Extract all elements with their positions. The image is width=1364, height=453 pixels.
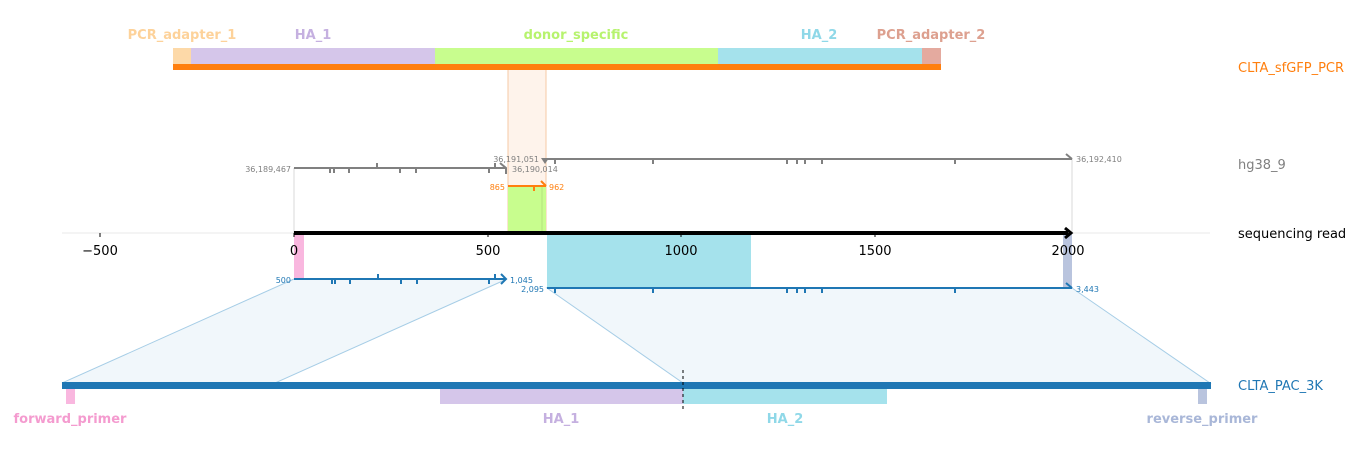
donor-track-label: CLTA_PAC_3K (1238, 379, 1323, 394)
pcr-ha1-block (191, 48, 435, 65)
axis-ticks (99, 233, 1069, 237)
donor-left-start-label: 500 (276, 276, 291, 285)
genome-left-start-label: 36,189,467 (245, 165, 291, 174)
donor-forward-primer-label: forward_primer (14, 412, 128, 427)
axis-tick-label: −500 (82, 244, 118, 259)
genome-track-label: hg38_9 (1238, 158, 1286, 173)
pcr-backbone (173, 64, 941, 70)
donor-alignments: 500 1,045 2,095 3,443 (276, 273, 1099, 294)
genome-left-mismatches (329, 163, 496, 173)
donor-track: forward_primer HA_1 HA_2 reverse_primer (14, 370, 1259, 427)
pcr-donor-specific-block (435, 48, 718, 65)
genome-left-end-label: 36,190,014 (512, 165, 558, 174)
pcr-ha2-block (718, 48, 922, 65)
donor-forward-primer-block (66, 388, 75, 404)
pcr-track: PCR_adapter_1 HA_1 donor_specific HA_2 P… (128, 28, 986, 70)
pcr-donor-specific-label: donor_specific (524, 28, 629, 43)
axis-tick-label: 1500 (858, 244, 891, 259)
pcr-adapter-1-label: PCR_adapter_1 (128, 28, 237, 43)
pcr-alignment: 865 962 (490, 180, 564, 233)
pcr-adapter-2-block (922, 48, 941, 65)
donor-ha1-block (440, 388, 683, 404)
read-axis: −500 0 500 1000 1500 2000 (82, 226, 1085, 288)
read-arrow (1064, 226, 1074, 240)
genome-left-arrow (499, 162, 507, 174)
donor-right-end-label: 3,443 (1076, 285, 1099, 294)
genome-alignments: 36,189,467 36,190,014 36,191,051 36,192,… (245, 153, 1122, 233)
read-ha2-highlight (547, 233, 751, 288)
pcr-track-label: CLTA_sfGFP_PCR (1238, 61, 1344, 76)
donor-ha2-label: HA_2 (767, 412, 804, 427)
donor-left-arrow (500, 273, 508, 285)
pcr-adapter-2-label: PCR_adapter_2 (877, 28, 986, 43)
genome-right-arrow (1065, 153, 1073, 160)
pcr-end-label: 962 (549, 183, 564, 192)
donor-reverse-primer-label: reverse_primer (1147, 412, 1259, 427)
axis-tick-label: 1000 (664, 244, 697, 259)
donor-right-projection (545, 287, 1212, 384)
pcr-ha1-label: HA_1 (295, 28, 332, 43)
genome-right-end-label: 36,192,410 (1076, 155, 1122, 164)
genome-right-start-label: 36,191,051 (493, 155, 539, 164)
read-forward-primer-highlight (294, 233, 304, 279)
axis-tick-label: 500 (476, 244, 501, 259)
donor-backbone (62, 382, 1211, 389)
donor-left-end-label: 1,045 (510, 276, 533, 285)
genome-right-start-marker (541, 158, 549, 164)
pcr-ha2-label: HA_2 (801, 28, 838, 43)
donor-right-arrow (1065, 282, 1073, 289)
donor-right-mismatches (554, 288, 956, 293)
donor-ha2-block (683, 388, 887, 404)
donor-right-start-label: 2,095 (521, 285, 544, 294)
donor-reverse-primer-block (1198, 388, 1207, 404)
read-reverse-primer-highlight (1063, 233, 1072, 288)
read-track-label: sequencing read (1238, 227, 1346, 242)
axis-tick-label: 0 (290, 244, 298, 259)
pcr-adapter-1-block (173, 48, 191, 65)
pcr-start-label: 865 (490, 183, 505, 192)
pcr-donor-specific-highlight (508, 187, 546, 233)
axis-tick-label: 2000 (1051, 244, 1084, 259)
donor-left-mismatches (331, 274, 496, 284)
donor-ha1-label: HA_1 (543, 412, 580, 427)
genome-right-mismatches (554, 159, 956, 164)
donor-left-projection (61, 278, 508, 384)
